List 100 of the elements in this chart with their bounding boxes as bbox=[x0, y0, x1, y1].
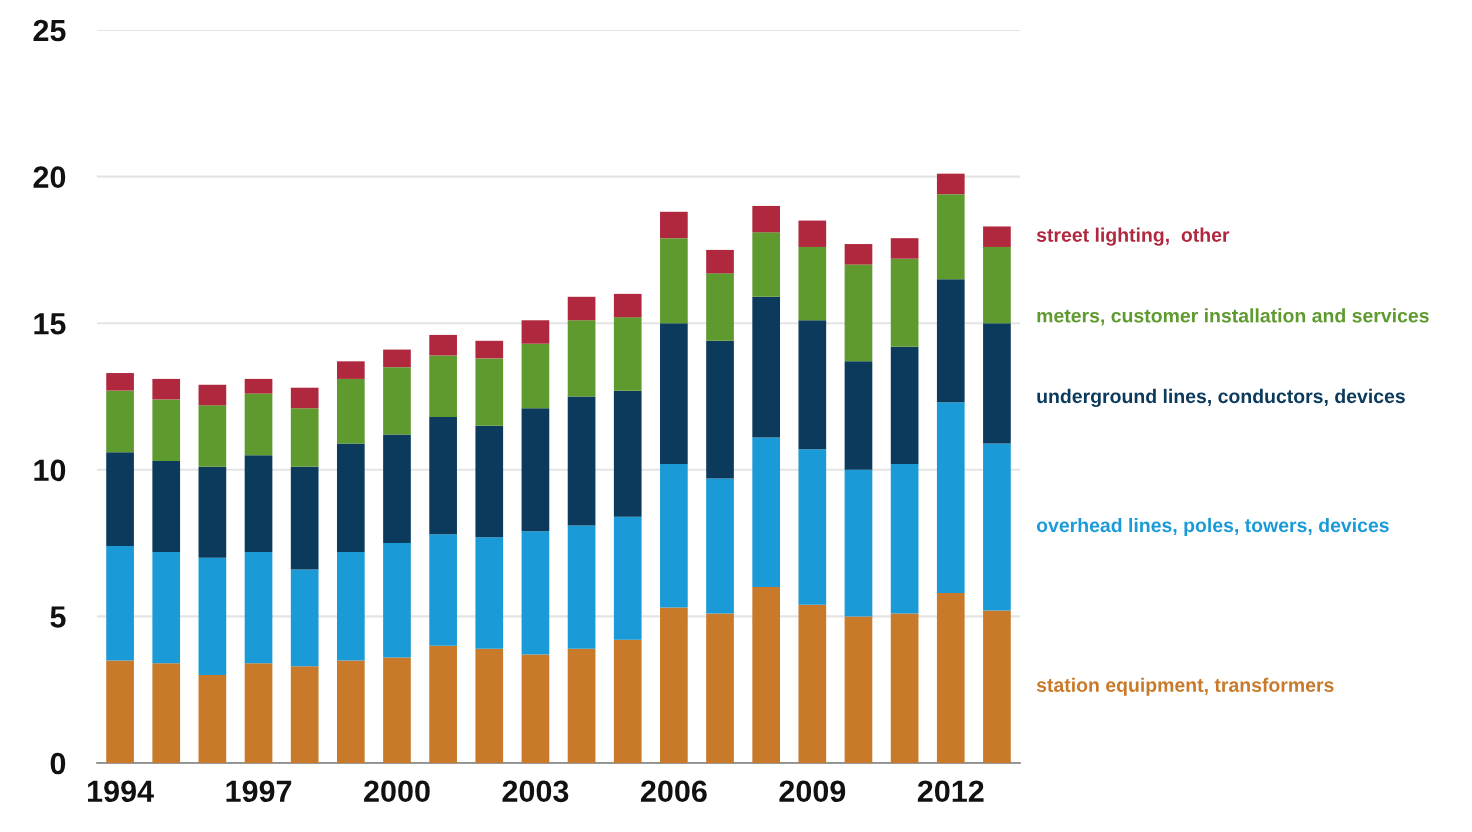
y-tick-label: 25 bbox=[33, 19, 66, 42]
bar bbox=[244, 455, 273, 552]
bar bbox=[890, 258, 919, 347]
series-label: underground lines, conductors, devices bbox=[1037, 388, 1405, 408]
bar bbox=[244, 663, 273, 763]
bar bbox=[660, 463, 688, 608]
series-label: overhead lines, poles, towers, devices bbox=[1036, 517, 1389, 537]
bar bbox=[336, 361, 365, 379]
bar bbox=[983, 610, 1011, 763]
bar bbox=[475, 537, 504, 649]
bar bbox=[475, 648, 504, 763]
bar bbox=[890, 463, 919, 614]
bar bbox=[429, 334, 457, 356]
bar bbox=[244, 551, 273, 664]
y-tick-label: 15 bbox=[34, 313, 66, 335]
bar bbox=[336, 443, 365, 552]
bar bbox=[106, 546, 134, 661]
bar bbox=[244, 378, 273, 394]
bar bbox=[152, 378, 181, 400]
bar bbox=[383, 543, 411, 658]
bar bbox=[429, 355, 457, 418]
bar bbox=[290, 666, 319, 763]
bar bbox=[983, 323, 1011, 444]
series-label: street lighting, other bbox=[1036, 227, 1230, 246]
bar bbox=[936, 173, 965, 195]
bar bbox=[152, 551, 181, 664]
bar bbox=[336, 551, 365, 661]
bar bbox=[152, 663, 181, 763]
bar bbox=[429, 645, 457, 763]
bar bbox=[383, 349, 411, 368]
bar bbox=[936, 402, 965, 593]
bar bbox=[613, 390, 642, 517]
bar bbox=[198, 384, 227, 406]
bar bbox=[475, 340, 504, 359]
bar bbox=[521, 408, 550, 532]
bar bbox=[198, 466, 227, 558]
bar bbox=[521, 343, 550, 409]
bar bbox=[429, 417, 457, 535]
x-tick-label: 2000 bbox=[364, 780, 430, 803]
bar bbox=[844, 361, 873, 470]
bar bbox=[936, 279, 965, 403]
bar bbox=[383, 434, 411, 544]
bar bbox=[706, 613, 734, 763]
bar bbox=[475, 425, 504, 538]
bar bbox=[798, 220, 827, 247]
bar bbox=[152, 399, 181, 461]
bar bbox=[106, 452, 134, 547]
bar bbox=[983, 246, 1011, 324]
y-tick-label: 0 bbox=[50, 752, 66, 775]
series-label: meters, customer installation and services bbox=[1037, 308, 1429, 326]
bar bbox=[890, 238, 919, 259]
bar bbox=[890, 613, 919, 763]
bar bbox=[429, 534, 457, 646]
bar bbox=[983, 443, 1011, 611]
bar bbox=[798, 449, 827, 605]
bar bbox=[613, 639, 642, 763]
bar bbox=[706, 478, 734, 614]
bar bbox=[383, 367, 411, 435]
bar bbox=[983, 226, 1011, 247]
bar bbox=[660, 238, 688, 324]
x-tick-label: 2009 bbox=[779, 780, 846, 803]
bar bbox=[752, 587, 781, 763]
y-tick-label: 20 bbox=[33, 166, 66, 188]
bar bbox=[198, 675, 227, 763]
bar bbox=[844, 616, 873, 763]
bar bbox=[567, 320, 596, 397]
series-label: station equipment, transformers bbox=[1036, 677, 1334, 696]
bar bbox=[613, 293, 642, 318]
bar bbox=[106, 660, 134, 763]
bar bbox=[844, 469, 873, 617]
bar bbox=[106, 373, 134, 391]
bar bbox=[752, 296, 781, 438]
bar bbox=[336, 378, 365, 444]
bar bbox=[336, 660, 365, 763]
bar bbox=[798, 604, 827, 763]
bar bbox=[936, 592, 965, 763]
bar bbox=[660, 323, 688, 464]
bar bbox=[567, 525, 596, 649]
bar bbox=[567, 648, 596, 763]
bar bbox=[244, 393, 273, 456]
bar bbox=[890, 346, 919, 464]
bar bbox=[706, 340, 734, 479]
bar bbox=[706, 249, 734, 274]
bar bbox=[152, 461, 181, 552]
x-tick-label: 2012 bbox=[917, 780, 984, 803]
bar bbox=[106, 390, 134, 453]
bar bbox=[706, 273, 734, 341]
bar bbox=[798, 246, 827, 321]
bar bbox=[290, 387, 319, 409]
x-tick-label: 2003 bbox=[502, 780, 569, 803]
x-tick-label: 1997 bbox=[226, 780, 292, 803]
bar bbox=[844, 264, 873, 362]
bar bbox=[521, 654, 550, 763]
bar bbox=[290, 569, 319, 667]
bar bbox=[475, 358, 504, 426]
bar bbox=[936, 194, 965, 280]
bar bbox=[660, 607, 688, 763]
y-tick-label: 10 bbox=[34, 459, 66, 482]
x-tick-label: 1994 bbox=[88, 780, 154, 803]
bar bbox=[290, 466, 319, 570]
